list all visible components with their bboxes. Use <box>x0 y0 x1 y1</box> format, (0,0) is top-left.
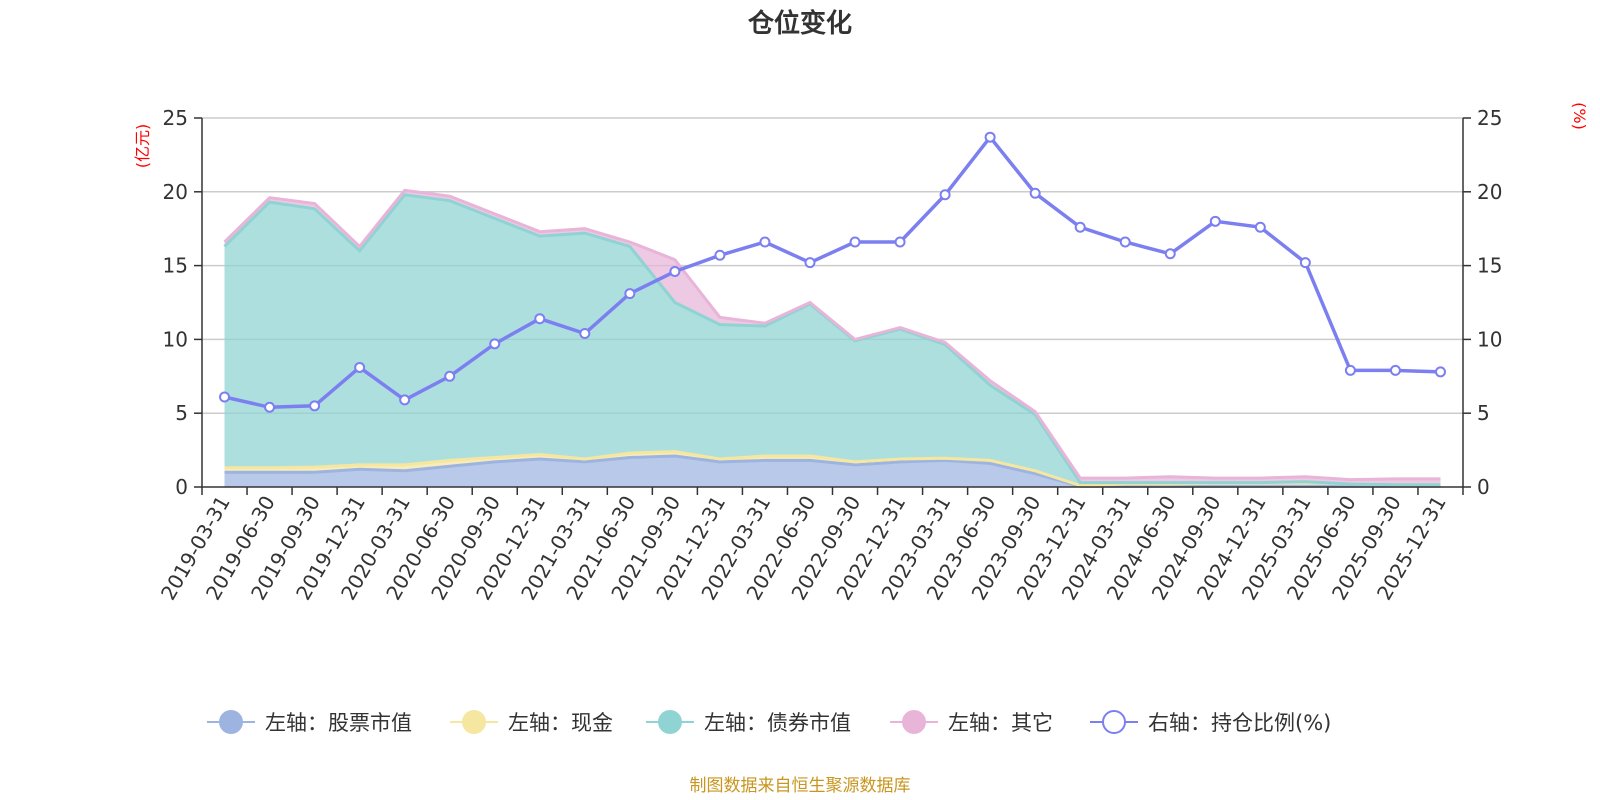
ratio-point <box>1389 364 1401 376</box>
ratio-point <box>984 131 996 143</box>
source-note: 制图数据来自恒生聚源数据库 <box>690 776 911 796</box>
left-tick-label: 5 <box>175 401 188 425</box>
ratio-point <box>354 361 366 373</box>
right-tick-label: 0 <box>1477 475 1490 499</box>
ratio-point <box>309 400 321 412</box>
legend-marker <box>658 710 682 734</box>
ratio-point <box>1119 236 1131 248</box>
ratio-point <box>714 249 726 261</box>
ratio-point <box>1164 248 1176 260</box>
left-tick-label: 25 <box>163 106 188 130</box>
right-tick-label: 15 <box>1477 254 1502 278</box>
holding-ratio-line <box>219 131 1446 413</box>
ratio-point <box>804 257 816 269</box>
ratio-point <box>264 401 276 413</box>
ratio-point <box>849 236 861 248</box>
area-左轴：股票市值 <box>224 456 1441 487</box>
ratio-point <box>669 266 681 278</box>
ratio-point <box>894 236 906 248</box>
right-axis-unit: (%) <box>1570 102 1589 130</box>
ratio-line <box>224 134 1441 410</box>
legend-marker <box>462 710 486 734</box>
left-axis-unit: (亿元) <box>133 124 152 169</box>
chart-title: 仓位变化 <box>747 8 852 39</box>
ratio-point <box>399 394 411 406</box>
legend: 左轴：股票市值 左轴：现金 左轴：债券市值 左轴：其它 右轴：持仓比例(%) <box>207 710 1331 735</box>
ratio-point <box>1209 215 1221 227</box>
legend-label[interactable]: 左轴：其它 <box>948 711 1053 735</box>
ratio-point <box>1254 221 1266 233</box>
legend-label[interactable]: 左轴：债券市值 <box>704 711 851 735</box>
ratio-point <box>1344 364 1356 376</box>
right-tick-label: 20 <box>1477 180 1502 204</box>
right-tick-label: 5 <box>1477 401 1490 425</box>
ratio-point <box>489 338 501 350</box>
stacked-areas <box>223 188 1441 488</box>
ratio-point <box>624 288 636 300</box>
left-tick-label: 20 <box>163 180 188 204</box>
ratio-point <box>219 391 231 403</box>
left-tick-label: 0 <box>175 475 188 499</box>
ratio-point <box>444 370 456 382</box>
legend-marker <box>1102 710 1126 734</box>
ratio-point <box>579 327 591 339</box>
ratio-point <box>759 236 771 248</box>
legend-marker <box>902 710 926 734</box>
area-左轴：债券市值 <box>224 194 1441 486</box>
legend-marker <box>219 710 243 734</box>
ratio-point <box>1434 366 1446 378</box>
right-tick-label: 25 <box>1477 106 1502 130</box>
area-edge-左轴：其它 <box>223 188 1441 482</box>
left-tick-label: 15 <box>163 254 188 278</box>
ratio-point <box>534 313 546 325</box>
left-tick-label: 10 <box>163 327 188 351</box>
ratio-point <box>1029 187 1041 199</box>
ratio-point <box>939 189 951 201</box>
ratio-point <box>1074 221 1086 233</box>
legend-label[interactable]: 左轴：现金 <box>508 711 613 735</box>
legend-label[interactable]: 右轴：持仓比例(%) <box>1148 711 1331 735</box>
ratio-point <box>1299 257 1311 269</box>
legend-label[interactable]: 左轴：股票市值 <box>265 711 412 735</box>
right-tick-label: 10 <box>1477 327 1502 351</box>
